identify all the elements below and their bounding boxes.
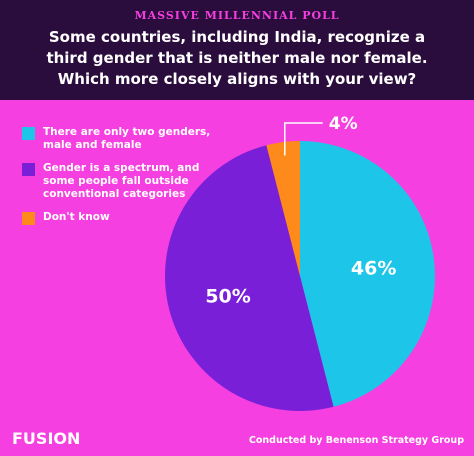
kicker: MASSIVE MILLENNIAL POLL xyxy=(134,9,339,22)
header-band xyxy=(0,0,474,100)
legend-item: There are only two genders, male and fem… xyxy=(22,126,212,152)
title-line: third gender that is neither male nor fe… xyxy=(46,49,427,67)
source: Conducted by Benenson Strategy Group xyxy=(249,435,464,446)
legend-swatch xyxy=(22,212,35,225)
brand: FUSION xyxy=(12,429,80,448)
legend: There are only two genders, male and fem… xyxy=(22,126,212,235)
legend-swatch xyxy=(22,127,35,140)
legend-item: Gender is a spectrum, and some people fa… xyxy=(22,162,212,201)
pie-slice xyxy=(165,145,334,411)
legend-label: Gender is a spectrum, and some people fa… xyxy=(43,162,200,200)
legend-label: Don't know xyxy=(43,211,110,223)
value-label: 4% xyxy=(329,114,358,134)
title-line: Some countries, including India, recogni… xyxy=(49,28,425,46)
value-label: 50% xyxy=(205,285,250,307)
title-line: Which more closely aligns with your view… xyxy=(58,70,417,88)
pie-slice xyxy=(300,141,436,407)
legend-swatch xyxy=(22,163,35,176)
pie-slice xyxy=(266,141,300,276)
leader-line xyxy=(284,122,323,156)
pie: 46% 50% 4% xyxy=(165,114,436,411)
legend-label: There are only two genders, male and fem… xyxy=(43,126,211,151)
legend-item: Don't know xyxy=(22,211,212,225)
value-label: 46% xyxy=(351,258,396,280)
